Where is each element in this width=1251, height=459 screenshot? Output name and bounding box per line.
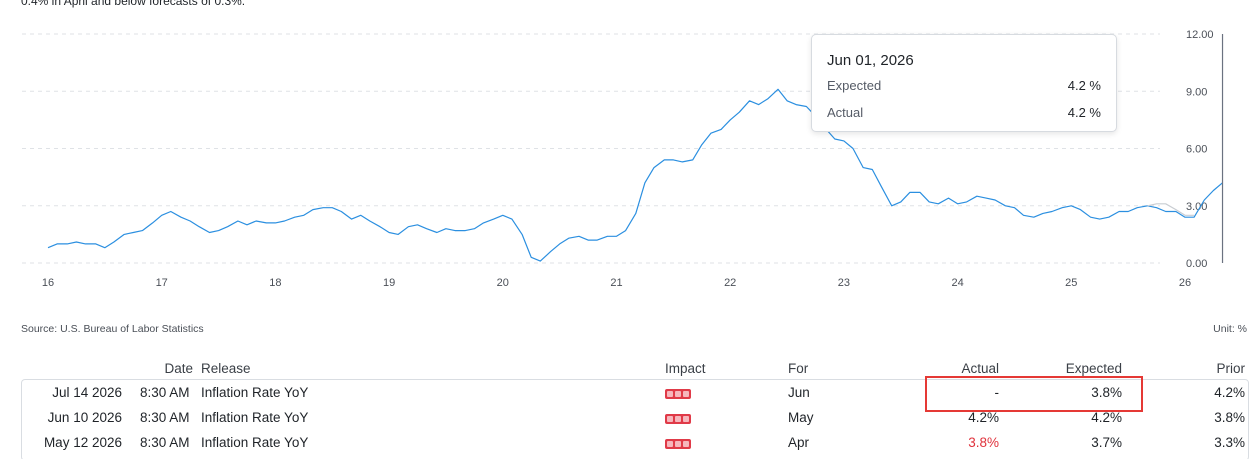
inflation-series-line xyxy=(47,88,1223,262)
row-expected: 3.8% xyxy=(1091,385,1122,400)
row-date: May 12 2026 xyxy=(43,435,122,450)
tooltip-actual-label: Actual xyxy=(827,105,864,120)
intro-text: 0.4% in April and below forecasts of 0.3… xyxy=(21,0,246,8)
row-for: Jun xyxy=(788,385,810,400)
y-tick-label: 9.00 xyxy=(1186,86,1207,98)
y-axis-ticks: 0.00 3.00 6.00 9.00 12.00 xyxy=(1186,29,1214,270)
x-tick-label: 21 xyxy=(610,277,622,289)
impact-high-icon xyxy=(665,389,691,399)
highlight-box xyxy=(925,376,1143,412)
row-for: Apr xyxy=(788,435,810,450)
chart-series xyxy=(47,88,1223,262)
row-actual: - xyxy=(994,385,1000,400)
row-time: 8:30 AM xyxy=(140,385,190,400)
tooltip-actual-row: Actual 4.2 % xyxy=(827,105,1101,120)
header-release: Release xyxy=(201,361,251,376)
x-tick-label: 22 xyxy=(724,277,736,289)
row-date: Jun 10 2026 xyxy=(47,410,122,425)
row-for: May xyxy=(788,410,814,425)
table-body xyxy=(21,379,1249,459)
unit-label: Unit: % xyxy=(1213,323,1247,335)
inflation-line-chart[interactable]: 0.00 3.00 6.00 9.00 12.00 16 17 18 19 20 21 22 23 24… xyxy=(0,0,1251,300)
y-tick-label: 6.00 xyxy=(1186,144,1207,156)
row-prior: 3.3% xyxy=(1214,435,1245,450)
table-row[interactable]: May 12 2026 8:30 AM Inflation Rate YoY A… xyxy=(0,432,1251,454)
impact-high-icon xyxy=(665,439,691,449)
header-impact: Impact xyxy=(665,361,706,376)
row-expected: 4.2% xyxy=(1091,410,1122,425)
row-time: 8:30 AM xyxy=(140,435,190,450)
y-tick-label: 12.00 xyxy=(1186,29,1214,41)
impact-high-icon xyxy=(665,414,691,424)
header-expected: Expected xyxy=(1065,361,1122,376)
tooltip-date: Jun 01, 2026 xyxy=(827,52,914,69)
x-tick-label: 20 xyxy=(497,277,509,289)
x-tick-label: 18 xyxy=(269,277,281,289)
table-header: Date Release Impact For Actual Expected … xyxy=(0,358,1251,380)
table-row[interactable]: Jun 10 2026 8:30 AM Inflation Rate YoY M… xyxy=(0,407,1251,429)
x-tick-label: 23 xyxy=(838,277,850,289)
row-prior: 4.2% xyxy=(1214,385,1245,400)
y-tick-label: 3.00 xyxy=(1186,201,1207,213)
x-axis-ticks: 16 17 18 19 20 21 22 23 24 25 26 xyxy=(42,277,1191,289)
source-label: Source: U.S. Bureau of Labor Statistics xyxy=(21,323,204,335)
tooltip-expected-value: 4.2 % xyxy=(1067,78,1101,93)
chart-tooltip: Jun 01, 2026 Expected 4.2 % Actual 4.2 % xyxy=(811,34,1117,132)
header-prior: Prior xyxy=(1216,361,1245,376)
tooltip-expected-label: Expected xyxy=(827,78,882,93)
tooltip-expected-row: Expected 4.2 % xyxy=(827,78,1101,93)
x-tick-label: 24 xyxy=(951,277,963,289)
row-release-link[interactable]: Inflation Rate YoY xyxy=(201,385,309,400)
header-actual: Actual xyxy=(961,361,999,376)
row-actual: 3.8% xyxy=(968,435,999,450)
forecast-series-line xyxy=(1147,203,1195,216)
x-tick-label: 26 xyxy=(1179,277,1191,289)
x-tick-label: 17 xyxy=(156,277,168,289)
x-tick-label: 16 xyxy=(42,277,54,289)
table-row[interactable]: Jul 14 2026 8:30 AM Inflation Rate YoY J… xyxy=(0,382,1251,404)
row-prior: 3.8% xyxy=(1214,410,1245,425)
y-tick-label: 0.00 xyxy=(1186,258,1207,270)
row-date: Jul 14 2026 xyxy=(52,385,122,400)
header-for: For xyxy=(788,361,809,376)
x-tick-label: 19 xyxy=(383,277,395,289)
row-expected: 3.7% xyxy=(1091,435,1122,450)
row-time: 8:30 AM xyxy=(140,410,190,425)
row-release-link[interactable]: Inflation Rate YoY xyxy=(201,410,309,425)
tooltip-actual-value: 4.2 % xyxy=(1067,105,1101,120)
chart-grid xyxy=(22,33,1160,264)
row-actual: 4.2% xyxy=(968,410,999,425)
x-tick-label: 25 xyxy=(1065,277,1077,289)
header-date: Date xyxy=(164,361,193,376)
row-release-link[interactable]: Inflation Rate YoY xyxy=(201,435,309,450)
